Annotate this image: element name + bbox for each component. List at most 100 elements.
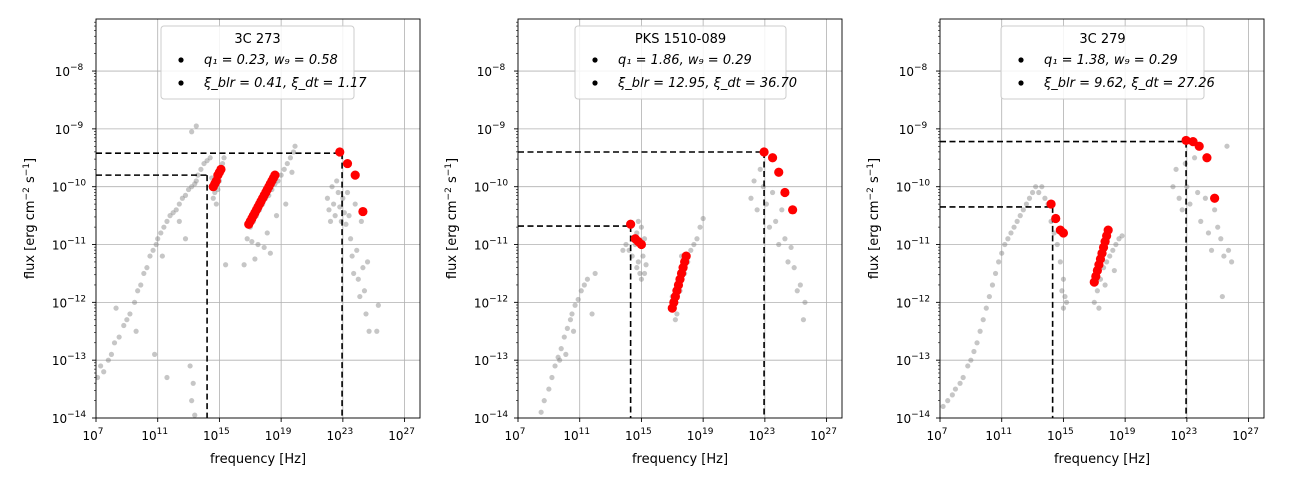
archival-point (360, 265, 366, 271)
archival-point (1008, 230, 1014, 236)
archival-point (1195, 189, 1201, 196)
model-point (626, 219, 636, 229)
archival-point (354, 247, 360, 253)
archival-point (192, 412, 198, 418)
y-tick-label: 10−13 (896, 352, 930, 368)
archival-point (748, 195, 754, 201)
archival-point (797, 282, 803, 288)
archival-point (791, 265, 797, 271)
y-tick-label: 10−12 (52, 294, 86, 310)
archival-point (358, 218, 364, 224)
archival-point (213, 201, 219, 207)
archival-point (620, 247, 626, 253)
archival-point (1094, 288, 1100, 294)
archival-point (170, 210, 176, 216)
legend-box (574, 25, 787, 100)
archival-point (344, 189, 351, 196)
model-point (681, 251, 691, 261)
archival-point (189, 184, 195, 190)
model-point (1202, 153, 1212, 163)
y-tick-label: 10−10 (896, 179, 931, 195)
archival-point (1111, 267, 1117, 274)
model-point (788, 205, 798, 215)
legend-box (1000, 25, 1205, 100)
archival-point (782, 236, 788, 242)
archival-point (341, 210, 347, 216)
archival-point (337, 204, 343, 210)
archival-point (176, 218, 182, 224)
archival-point (185, 186, 192, 193)
archival-point (1005, 236, 1011, 242)
archival-point (754, 207, 760, 213)
archival-point (992, 270, 999, 277)
legend-marker (178, 80, 184, 86)
archival-point (121, 322, 127, 329)
archival-point (1002, 241, 1008, 248)
legend-title: 3C 279 (1079, 32, 1125, 47)
model-point (759, 147, 769, 157)
archival-point (635, 218, 641, 224)
model-point (358, 206, 368, 217)
archival-point (361, 288, 368, 294)
archival-point (751, 178, 757, 184)
archival-point (643, 262, 649, 268)
axes-frame (95, 18, 421, 419)
archival-point (1102, 282, 1108, 288)
archival-point (176, 201, 182, 207)
archival-point (210, 195, 216, 201)
legend-entry: ξ_blr = 0.41, ξ_dt = 1.17 (203, 76, 367, 91)
model-point (1051, 213, 1061, 224)
archival-point (549, 374, 555, 381)
archival-point (116, 334, 122, 340)
archival-point (223, 262, 229, 268)
legend: 3C 273 q₁ = 0.23, w₉ = 0.58 ξ_blr = 0.41, … (160, 25, 367, 100)
y-tick-label: 10−9 (55, 121, 84, 137)
archival-point (546, 386, 552, 392)
archival-point (352, 201, 358, 207)
archival-point (1023, 201, 1029, 207)
archival-point (637, 270, 643, 277)
archival-point (557, 357, 563, 363)
archival-point (1219, 293, 1225, 300)
archival-point (167, 213, 173, 219)
archival-point (278, 172, 284, 178)
archival-point (1057, 259, 1063, 265)
legend: PKS 1510-089 q₁ = 1.86, w₉ = 0.29 ξ_blr = … (574, 25, 797, 100)
legend-box (160, 25, 355, 100)
model-point (767, 153, 778, 163)
model-point (1046, 199, 1056, 209)
archival-point (635, 259, 641, 265)
archival-point (788, 244, 794, 251)
x-tick-label: 1023 (326, 427, 353, 443)
archival-point (1229, 259, 1235, 265)
archival-point (561, 334, 567, 340)
archival-point (802, 299, 808, 305)
archival-point (283, 201, 289, 207)
archival-point (349, 253, 355, 259)
archival-point (281, 166, 287, 172)
archival-point (700, 215, 706, 222)
archival-point (1221, 253, 1227, 259)
model-point (1194, 141, 1204, 151)
legend: 3C 279 q₁ = 1.38, w₉ = 0.29 ξ_blr = 9.62, … (1000, 25, 1215, 100)
archival-point (794, 288, 800, 294)
archival-point (221, 155, 227, 161)
archival-point (1215, 224, 1221, 230)
archival-point (1029, 189, 1036, 196)
archival-point (541, 398, 547, 404)
model-point (342, 158, 353, 169)
legend-marker (1018, 80, 1024, 86)
archival-point (1202, 195, 1208, 201)
model-point (335, 147, 345, 157)
model-point (270, 170, 280, 180)
archival-point (785, 259, 791, 265)
subplot-1: 107 1011 1015 1019 1023 1027 10−14 10−13 10−12 10… (22, 18, 421, 467)
x-axis-label: frequency [Hz] (210, 452, 306, 467)
archival-point (1173, 166, 1179, 172)
model-point (1058, 228, 1069, 238)
archival-point (694, 236, 700, 242)
archival-point (244, 236, 250, 242)
archival-point (343, 221, 349, 227)
archival-point (249, 239, 255, 245)
archival-point (940, 403, 946, 410)
